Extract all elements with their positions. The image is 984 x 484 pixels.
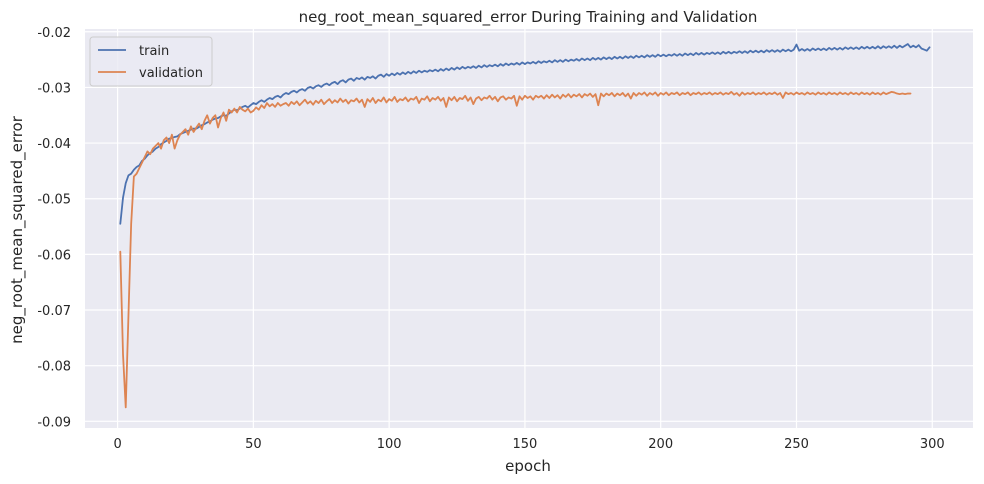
y-tick-label: -0.08 bbox=[37, 360, 71, 375]
y-tick-label: -0.07 bbox=[37, 304, 71, 319]
y-tick-label: -0.03 bbox=[37, 81, 71, 96]
gridlines bbox=[85, 29, 973, 428]
y-tick-label: -0.06 bbox=[37, 248, 71, 263]
x-tick-label: 200 bbox=[648, 437, 673, 452]
legend-label-train: train bbox=[139, 44, 169, 59]
x-axis-label: epoch bbox=[505, 457, 551, 475]
x-tick-label: 250 bbox=[784, 437, 809, 452]
y-tick-label: -0.04 bbox=[37, 137, 71, 152]
y-tick-label: -0.09 bbox=[37, 415, 71, 430]
x-tick-label: 150 bbox=[513, 437, 538, 452]
series-line-validation bbox=[119, 90, 912, 409]
x-tick-label: 0 bbox=[113, 437, 121, 452]
y-axis-ticks: -0.02 -0.03 -0.04 -0.05 -0.06 -0.07 -0.08 -0.09 bbox=[37, 26, 71, 431]
y-tick-label: -0.05 bbox=[37, 193, 71, 208]
series-layer bbox=[119, 43, 931, 409]
series-line-train bbox=[119, 43, 931, 225]
legend-label-validation: validation bbox=[139, 66, 203, 81]
y-tick-label: -0.02 bbox=[37, 26, 71, 41]
y-axis-label: neg_root_mean_squared_error bbox=[8, 115, 27, 344]
x-tick-label: 50 bbox=[245, 437, 262, 452]
chart-title: neg_root_mean_squared_error During Train… bbox=[299, 8, 758, 27]
x-tick-label: 100 bbox=[377, 437, 402, 452]
x-tick-label: 300 bbox=[920, 437, 945, 452]
x-axis-ticks: 0 50 100 150 200 250 300 bbox=[113, 437, 944, 452]
plot-area bbox=[85, 29, 973, 428]
legend: train validation bbox=[89, 36, 213, 87]
